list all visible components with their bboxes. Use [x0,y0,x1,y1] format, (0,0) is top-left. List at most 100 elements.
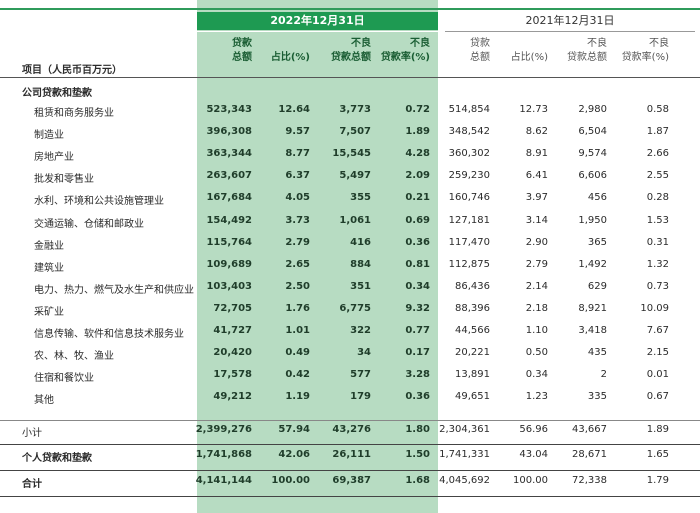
col-header-2022-npl: 不良 贷款总额 [331,38,371,63]
row-value: 6.37 [285,170,310,182]
table-row: 水利、环境和公共设施管理业 167,684 4.05 355 0.21 160,746 3.… [0,188,700,210]
total-value: 1.79 [646,475,669,486]
row-label: 电力、热力、燃气及水生产和供应业 [34,284,194,296]
total-value: 69,387 [332,475,371,486]
row-value: 72,705 [213,302,252,314]
row-value: 160,746 [448,192,490,204]
personal-label: 个人贷款和垫款 [22,453,92,464]
row-value: 5,497 [339,170,371,182]
row-value: 179 [350,391,371,403]
row-value: 9.32 [405,302,430,314]
table-row: 住宿和餐饮业 17,578 0.42 577 3.28 13,891 0.34 2 0.01 [0,365,700,387]
row-value: 41,727 [213,325,252,336]
row-label: 租赁和商务服务业 [34,108,114,119]
row-value: 8.77 [285,148,310,160]
row-value: 3,418 [578,325,607,336]
total-value: 100.00 [271,475,310,486]
personal-rule [0,444,700,445]
row-value: 17,578 [213,369,252,381]
row-value: 1.76 [285,302,310,314]
row-value: 1.89 [405,126,430,138]
row-value: 3.97 [525,192,548,204]
date-header-2021: 2021年12月31日 [525,14,615,27]
row-value: 1,492 [578,258,607,270]
row-value: 2.55 [646,170,669,182]
row-value: 2.15 [646,347,669,359]
row-value: 44,566 [455,325,490,336]
date-underline-2021 [445,31,695,32]
row-value: 12.73 [519,104,548,115]
row-value: 348,542 [448,126,490,138]
total-value: 4,141,144 [195,475,252,486]
subtotal-value: 43,667 [572,424,607,435]
row-value: 34 [357,347,371,359]
personal-value: 1.50 [405,449,430,460]
table-row: 其他 49,212 1.19 179 0.36 49,651 1.23 335 0.67 [0,387,700,409]
subtotal-value: 1.80 [405,424,430,435]
row-value: 15,545 [332,148,371,160]
row-value: 0.36 [405,391,430,403]
total-label: 合计 [22,479,42,490]
row-value: 2.79 [525,258,548,270]
row-value: 6,504 [578,126,607,138]
row-value: 86,436 [455,280,490,292]
date-underline-2022 [197,31,438,32]
row-value: 0.31 [646,236,669,248]
row-value: 1,950 [578,214,607,226]
row-value: 1.01 [285,325,310,336]
row-value: 884 [350,258,371,270]
row-value: 8,921 [578,302,607,314]
personal-value: 1,741,331 [439,449,490,460]
row-value: 3,773 [339,104,371,115]
total-value: 1.68 [405,475,430,486]
total-value: 4,045,692 [439,475,490,486]
row-value: 577 [350,369,371,381]
table-row: 建筑业 109,689 2.65 884 0.81 112,875 2.79 1,492 1.3… [0,255,700,277]
table-row: 金融业 115,764 2.79 416 0.36 117,470 2.90 365 0.31 [0,233,700,255]
table-row: 电力、热力、燃气及水生产和供应业 103,403 2.50 351 0.34 86,436… [0,277,700,299]
personal-value: 26,111 [332,449,371,460]
row-value: 4.05 [285,192,310,204]
row-value: 365 [587,236,607,248]
row-value: 1.19 [285,391,310,403]
row-value: 2.90 [525,236,548,248]
row-value: 2,980 [578,104,607,115]
row-value: 2.79 [285,236,310,248]
row-value: 6,606 [578,170,607,182]
row-value: 7.67 [646,325,669,336]
personal-value: 28,671 [572,449,607,460]
row-value: 0.72 [405,104,430,115]
row-label: 交通运输、仓储和邮政业 [34,218,144,230]
personal-value: 42.06 [278,449,310,460]
row-value: 2.18 [525,302,548,314]
row-value: 0.34 [405,280,430,292]
col-header-2021-share: 占比(%) [510,52,548,63]
row-label: 其他 [34,395,54,407]
row-value: 0.17 [405,347,430,359]
row-value: 263,607 [206,170,252,182]
top-rule [0,8,700,10]
row-value: 1.87 [646,126,669,138]
row-value: 1.53 [646,214,669,226]
row-label: 建筑业 [34,262,64,274]
subtotal-value: 2,304,361 [439,424,490,435]
row-value: 0.49 [285,347,310,359]
personal-value: 43.04 [519,449,548,460]
table-row: 农、林、牧、渔业 20,420 0.49 34 0.17 20,221 0.50 435 2.1… [0,343,700,365]
personal-value: 1.65 [646,449,669,460]
row-value: 0.36 [405,236,430,248]
subtotal-value: 2,399,276 [195,424,252,435]
row-value: 8.62 [525,126,548,138]
row-value: 10.09 [640,302,669,314]
row-value: 6,775 [339,302,371,314]
row-label: 房地产业 [34,152,74,164]
row-value: 6.41 [525,170,548,182]
row-value: 20,221 [455,347,490,359]
total-row: 合计 4,141,144 100.00 69,387 1.68 4,045,69… [0,471,700,493]
header-rule [0,77,700,78]
col-header-2022-npl-ratio: 不良 贷款率(%) [380,38,430,63]
highlight-2022-column [197,0,438,513]
total-value: 72,338 [572,475,607,486]
row-value: 167,684 [206,192,252,204]
